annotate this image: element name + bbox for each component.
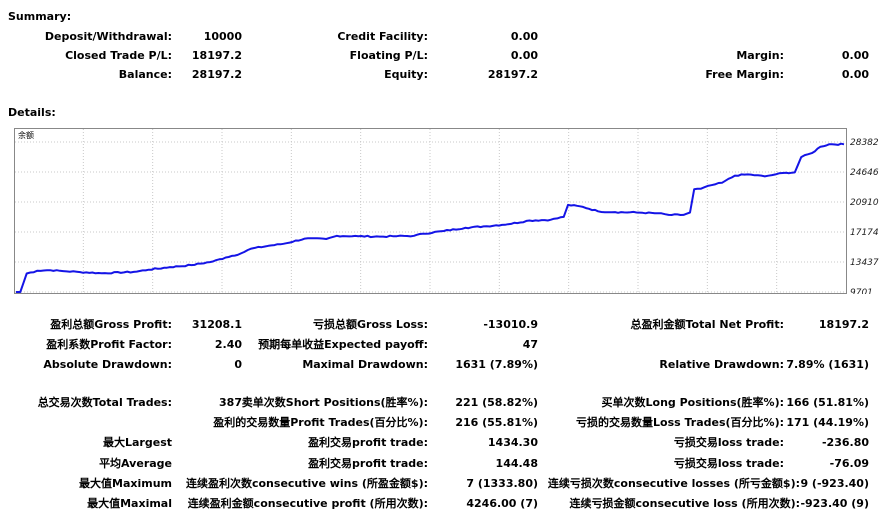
largest-profit-label: 盈利交易profit trade: xyxy=(308,436,428,449)
loss-trades-value: 171 (44.19%) xyxy=(786,416,869,429)
summary-title: Summary: xyxy=(8,10,72,23)
series-name-label: 余额 xyxy=(18,130,34,140)
long-positions-label: 买单次数Long Positions(胜率%): xyxy=(601,396,784,409)
max-drawdown-value: 1631 (7.89%) xyxy=(455,358,538,371)
y-axis-ticks: 9701 13437 17174 20910 24646 28382 xyxy=(850,138,879,294)
gross-loss-label: 亏损总额Gross Loss: xyxy=(313,318,428,331)
maximum-label: 最大值Maximum xyxy=(79,477,172,490)
grid xyxy=(15,129,846,294)
balance-chart: 9701 13437 17174 20910 24646 28382 余额 xyxy=(14,128,880,294)
long-positions-value: 166 (51.81%) xyxy=(786,396,869,409)
average-profit-value: 144.48 xyxy=(495,457,538,470)
margin-label: Margin: xyxy=(736,49,784,62)
y-tick-label: 28382 xyxy=(850,138,879,148)
equity-value: 28197.2 xyxy=(487,68,538,81)
abs-drawdown-label: Absolute Drawdown: xyxy=(43,358,172,371)
total-trades-label: 总交易次数Total Trades: xyxy=(37,396,172,409)
expected-payoff-label: 预期每单收益Expected payoff: xyxy=(258,338,428,351)
floating-pl-label: Floating P/L: xyxy=(349,49,428,62)
max-drawdown-label: Maximal Drawdown: xyxy=(302,358,428,371)
y-tick-label: 13437 xyxy=(850,258,879,268)
rel-drawdown-value: 7.89% (1631) xyxy=(786,358,869,371)
balance-value: 28197.2 xyxy=(191,68,242,81)
maximal-label: 最大值Maximal xyxy=(87,497,172,510)
y-tick-label: 20910 xyxy=(850,198,879,208)
consecutive-loss-value: -923.40 (9) xyxy=(800,497,869,510)
largest-profit-value: 1434.30 xyxy=(487,436,538,449)
closed-pl-value: 18197.2 xyxy=(191,49,242,62)
gross-loss-value: -13010.9 xyxy=(483,318,538,331)
largest-loss-value: -236.80 xyxy=(821,436,869,449)
balance-label: Balance: xyxy=(118,68,172,81)
average-profit-label: 盈利交易profit trade: xyxy=(308,457,428,470)
profit-factor-label: 盈利系数Profit Factor: xyxy=(46,338,172,351)
consecutive-profit-label: 连续盈利金额consecutive profit (所用次数): xyxy=(187,497,428,510)
equity-label: Equity: xyxy=(384,68,428,81)
gross-profit-label: 盈利总额Gross Profit: xyxy=(50,318,172,331)
net-profit-label: 总盈利金额Total Net Profit: xyxy=(630,318,785,331)
deposit-value: 10000 xyxy=(203,30,242,43)
abs-drawdown-value: 0 xyxy=(234,358,242,371)
consecutive-wins-label: 连续盈利次数consecutive wins (所盈金额$): xyxy=(185,477,428,490)
largest-loss-label: 亏损交易loss trade: xyxy=(673,436,784,449)
rel-drawdown-label: Relative Drawdown: xyxy=(659,358,784,371)
free-margin-label: Free Margin: xyxy=(705,68,784,81)
total-trades-value: 387 xyxy=(219,396,242,409)
consecutive-loss-label: 连续亏损金额consecutive loss (所用次数): xyxy=(569,497,800,510)
consecutive-wins-value: 7 (1333.80) xyxy=(466,477,538,490)
credit-value: 0.00 xyxy=(510,30,538,43)
consecutive-losses-value: 9 (-923.40) xyxy=(800,477,869,490)
profit-trades-label: 盈利的交易数量Profit Trades(百分比%): xyxy=(213,416,428,429)
gross-profit-value: 31208.1 xyxy=(191,318,242,331)
short-positions-label: 卖单次数Short Positions(胜率%): xyxy=(241,396,428,409)
average-loss-label: 亏损交易loss trade: xyxy=(673,457,784,470)
y-tick-label: 17174 xyxy=(850,228,879,238)
deposit-label: Deposit/Withdrawal: xyxy=(44,30,172,43)
closed-pl-label: Closed Trade P/L: xyxy=(65,49,172,62)
profit-factor-value: 2.40 xyxy=(214,338,242,351)
credit-label: Credit Facility: xyxy=(337,30,428,43)
consecutive-losses-label: 连续亏损次数consecutive losses (所亏金额$): xyxy=(547,477,800,490)
expected-payoff-value: 47 xyxy=(522,338,538,351)
floating-pl-value: 0.00 xyxy=(510,49,538,62)
balance-line xyxy=(16,142,845,293)
largest-label: 最大Largest xyxy=(103,436,172,449)
details-title: Details: xyxy=(8,106,56,119)
consecutive-profit-value: 4246.00 (7) xyxy=(466,497,538,510)
balance-chart-svg: 9701 13437 17174 20910 24646 28382 余额 xyxy=(14,128,879,294)
y-tick-label: 24646 xyxy=(850,168,879,178)
average-label: 平均Average xyxy=(99,457,172,470)
loss-trades-label: 亏损的交易数量Loss Trades(百分比%): xyxy=(576,416,784,429)
profit-trades-value: 216 (55.81%) xyxy=(455,416,538,429)
short-positions-value: 221 (58.82%) xyxy=(455,396,538,409)
average-loss-value: -76.09 xyxy=(829,457,869,470)
y-tick-label: 9701 xyxy=(850,288,873,294)
margin-value: 0.00 xyxy=(841,49,869,62)
net-profit-value: 18197.2 xyxy=(818,318,869,331)
free-margin-value: 0.00 xyxy=(841,68,869,81)
